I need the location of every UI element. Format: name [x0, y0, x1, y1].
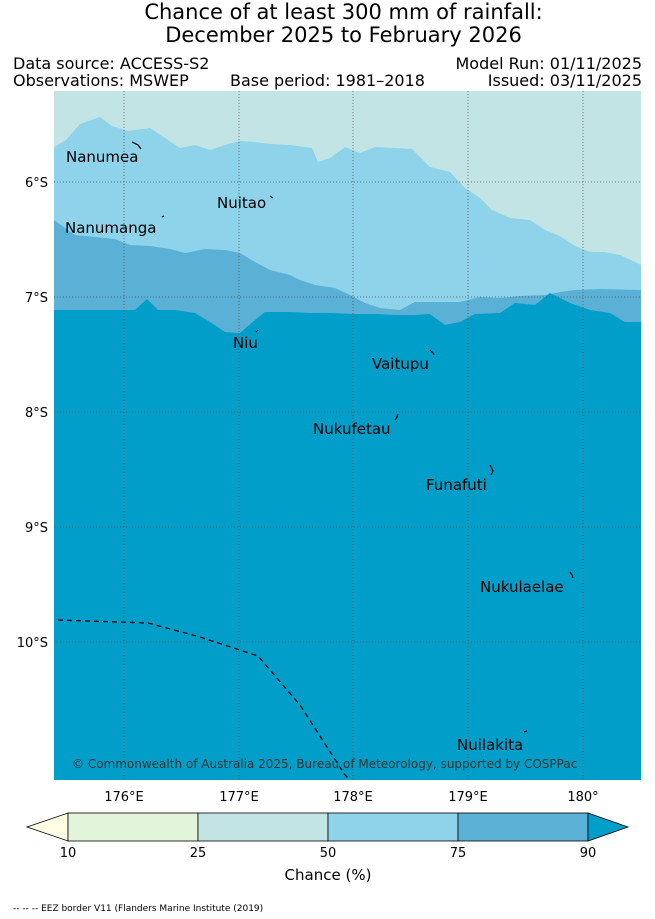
colorbar-bin-50-75	[327, 812, 459, 842]
lon-tick-179e: 179°E	[448, 790, 488, 805]
nuilakita-island-shape	[523, 730, 528, 733]
nanumea-island-shape	[131, 141, 142, 150]
issued-label: Issued: 03/11/2025	[487, 71, 642, 90]
colorbar-label-50: 50	[320, 846, 337, 861]
copyright-notice: © Commonwealth of Australia 2025, Bureau…	[72, 757, 577, 771]
funafuti-island-shape	[489, 464, 494, 476]
place-label-nanumanga: Nanumanga	[65, 219, 156, 237]
lat-tick-10s: 10°S	[17, 636, 48, 651]
colorbar-label-10: 10	[60, 846, 77, 861]
graticule	[54, 91, 641, 780]
eez-border-line	[57, 619, 351, 780]
band-above-90	[54, 293, 641, 780]
observations-label: Observations: MSWEP	[13, 71, 189, 90]
nukulaelae-island-shape	[569, 571, 574, 579]
colorbar-label-75: 75	[450, 846, 467, 861]
lat-tick-7s: 7°S	[25, 291, 48, 306]
lon-tick-178e: 178°E	[333, 790, 373, 805]
place-label-vaitupu: Vaitupu	[372, 355, 429, 373]
colorbar-bin-10-25	[67, 812, 199, 842]
place-label-nuilakita: Nuilakita	[457, 736, 523, 754]
nuitao-island-shape	[269, 195, 274, 199]
nanumanga-island-shape	[161, 215, 165, 218]
lat-tick-8s: 8°S	[25, 406, 48, 421]
place-label-nukufetau: Nukufetau	[313, 420, 391, 438]
longitude-tick-labels: 176°E 177°E 178°E 179°E 180°	[104, 790, 598, 805]
probability-layers: Nanumea Nuitao Nanumanga Niu Vaitupu Nuk…	[54, 91, 641, 780]
colorbar-bin-75-90	[457, 812, 589, 842]
island-outlines	[131, 141, 574, 733]
colorbar	[25, 812, 630, 842]
data-source-label: Data source: ACCESS-S2	[13, 54, 210, 73]
place-label-funafuti: Funafuti	[426, 476, 487, 494]
colorbar-under-arrow	[25, 812, 69, 842]
colorbar-bin-25-50	[197, 812, 329, 842]
map-title-line1: Chance of at least 300 mm of rainfall:	[144, 0, 543, 24]
vaitupu-island-shape	[429, 349, 435, 356]
lon-tick-176e: 176°E	[104, 790, 144, 805]
colorbar-label-90: 90	[580, 846, 597, 861]
colorbar-over-arrow	[587, 812, 630, 842]
latitude-tick-labels: 6°S 7°S 8°S 9°S 10°S	[17, 176, 48, 651]
lon-tick-180: 180°	[567, 790, 598, 805]
place-label-nuitao: Nuitao	[217, 194, 266, 212]
eez-footnote: -- -- -- EEZ border V11 (Flanders Marine…	[13, 904, 263, 914]
colorbar-label-25: 25	[190, 846, 207, 861]
niu-island-shape	[255, 329, 259, 333]
lat-tick-9s: 9°S	[25, 521, 48, 536]
place-label-niu: Niu	[233, 334, 258, 352]
place-label-nukulaelae: Nukulaelae	[480, 578, 564, 596]
lon-tick-177e: 177°E	[219, 790, 259, 805]
base-period-label: Base period: 1981–2018	[230, 71, 425, 90]
map-title-line2: December 2025 to February 2026	[165, 23, 522, 47]
lat-tick-6s: 6°S	[25, 176, 48, 191]
place-label-nanumea: Nanumea	[66, 148, 138, 166]
nukufetau-island-shape	[394, 413, 399, 421]
model-run-label: Model Run: 01/11/2025	[455, 54, 643, 73]
colorbar-title: Chance (%)	[285, 866, 372, 884]
